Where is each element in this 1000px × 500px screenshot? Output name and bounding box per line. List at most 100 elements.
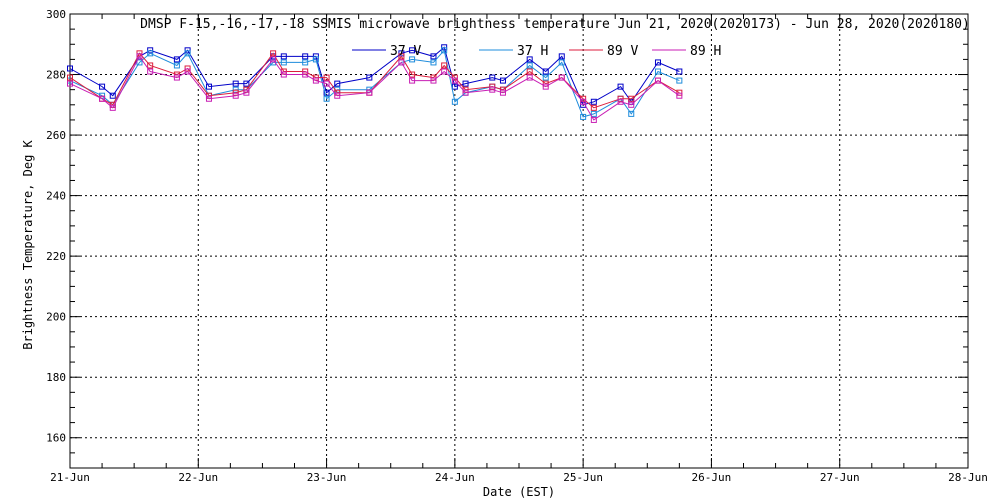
data-point bbox=[323, 95, 330, 102]
data-point bbox=[323, 80, 330, 87]
y-tick-label: 280 bbox=[46, 69, 66, 82]
data-point bbox=[280, 71, 287, 78]
y-tick-label: 180 bbox=[46, 371, 66, 384]
data-point bbox=[334, 80, 341, 87]
data-point bbox=[462, 80, 469, 87]
grid-lines bbox=[70, 14, 968, 468]
data-point bbox=[398, 59, 405, 66]
data-point bbox=[580, 113, 587, 120]
data-point bbox=[323, 89, 330, 96]
data-point bbox=[489, 74, 496, 81]
data-point bbox=[558, 74, 565, 81]
data-point bbox=[147, 50, 154, 57]
series-line bbox=[69, 55, 680, 121]
data-point bbox=[558, 59, 565, 66]
data-point bbox=[580, 98, 587, 105]
data-point bbox=[590, 116, 597, 123]
data-point bbox=[654, 68, 661, 75]
y-tick-label: 260 bbox=[46, 129, 66, 142]
data-point bbox=[451, 77, 458, 84]
data-point bbox=[617, 83, 624, 90]
data-point bbox=[526, 74, 533, 81]
data-point bbox=[280, 59, 287, 66]
data-point bbox=[409, 56, 416, 63]
axis-ticks bbox=[69, 13, 969, 469]
data-point bbox=[617, 98, 624, 105]
x-tick-label: 23-Jun bbox=[307, 471, 347, 484]
x-tick-label: 25-Jun bbox=[563, 471, 603, 484]
data-point bbox=[451, 83, 458, 90]
data-point bbox=[676, 77, 683, 84]
data-point bbox=[334, 92, 341, 99]
data-point bbox=[173, 74, 180, 81]
data-point bbox=[430, 53, 437, 60]
data-point bbox=[302, 71, 309, 78]
y-tick-label: 200 bbox=[46, 311, 66, 324]
data-point bbox=[270, 56, 277, 63]
x-axis-label: Date (EST) bbox=[483, 485, 555, 499]
data-point bbox=[323, 74, 330, 81]
data-point bbox=[147, 62, 154, 69]
x-tick-label: 26-Jun bbox=[692, 471, 732, 484]
data-point bbox=[526, 68, 533, 75]
data-point bbox=[628, 95, 635, 102]
x-tick-labels: 21-Jun 22-Jun 23-Jun 24-Jun 25-Jun 26-Jun 27-J… bbox=[50, 471, 988, 484]
data-point bbox=[109, 104, 116, 111]
data-point bbox=[542, 83, 549, 90]
legend-label: 89 H bbox=[690, 44, 721, 59]
data-point bbox=[441, 68, 448, 75]
data-point bbox=[136, 59, 143, 66]
data-point bbox=[451, 98, 458, 105]
y-tick-labels: 160 180 200 220 240 260 280 300 bbox=[46, 8, 66, 445]
data-point bbox=[173, 56, 180, 63]
data-point bbox=[302, 59, 309, 66]
data-point bbox=[489, 86, 496, 93]
series-group bbox=[67, 47, 683, 120]
data-point bbox=[67, 80, 73, 87]
plot-border bbox=[69, 13, 969, 469]
data-point bbox=[243, 80, 250, 87]
x-tick-label: 24-Jun bbox=[435, 471, 475, 484]
data-point bbox=[312, 53, 319, 60]
y-axis-label: Brightness Temperature, Deg K bbox=[21, 139, 35, 349]
x-tick-label: 27-Jun bbox=[820, 471, 860, 484]
data-point bbox=[409, 47, 416, 54]
data-point bbox=[184, 68, 191, 75]
x-tick-label: 21-Jun bbox=[50, 471, 90, 484]
plot-frame bbox=[69, 13, 969, 469]
data-point bbox=[312, 77, 319, 84]
data-point bbox=[302, 53, 309, 60]
data-point bbox=[136, 53, 143, 60]
data-point bbox=[184, 50, 191, 57]
data-point bbox=[489, 83, 496, 90]
data-point bbox=[617, 95, 624, 102]
data-point bbox=[67, 65, 73, 72]
data-point bbox=[499, 77, 506, 84]
data-point bbox=[654, 77, 661, 84]
data-point bbox=[558, 53, 565, 60]
data-point bbox=[542, 74, 549, 81]
series-group bbox=[67, 50, 683, 111]
data-point bbox=[173, 62, 180, 69]
legend: 37 V 37 H 89 V 89 H bbox=[352, 44, 721, 59]
data-point bbox=[67, 74, 73, 81]
y-tick-label: 300 bbox=[46, 8, 66, 21]
y-tick-label: 220 bbox=[46, 250, 66, 263]
data-point bbox=[590, 104, 597, 111]
legend-label: 37 H bbox=[517, 44, 548, 59]
data-point bbox=[499, 89, 506, 96]
data-point bbox=[232, 92, 239, 99]
data-point bbox=[147, 68, 154, 75]
series-layer bbox=[67, 44, 683, 123]
x-tick-label: 22-Jun bbox=[178, 471, 218, 484]
data-point bbox=[526, 56, 533, 63]
data-point bbox=[409, 77, 416, 84]
series-line bbox=[69, 49, 680, 118]
x-tick-label: 28-Jun bbox=[948, 471, 988, 484]
data-point bbox=[366, 89, 373, 96]
data-point bbox=[205, 83, 212, 90]
data-point bbox=[232, 86, 239, 93]
data-point bbox=[99, 95, 106, 102]
